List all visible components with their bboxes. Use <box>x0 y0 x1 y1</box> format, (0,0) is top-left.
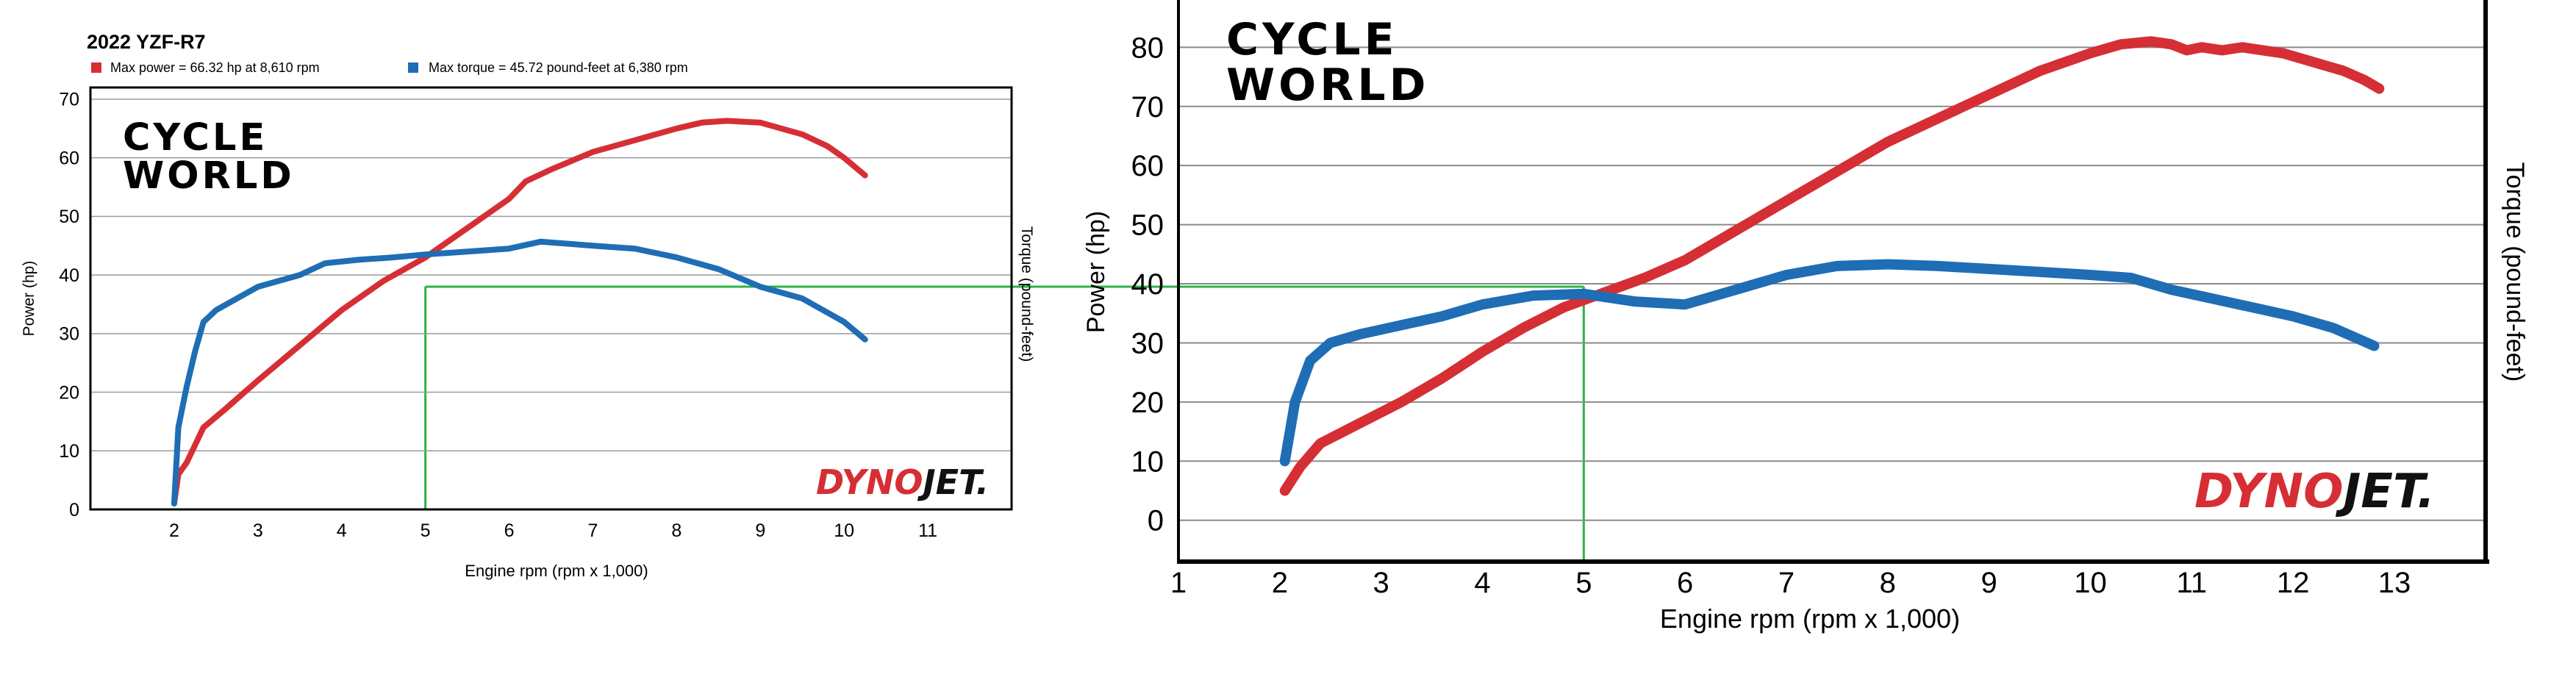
y-tick-label: 20 <box>1131 387 1164 419</box>
x-tick-label: 4 <box>337 520 347 541</box>
x-tick-label: 8 <box>671 520 681 541</box>
y-tick-label: 10 <box>59 441 79 462</box>
legend-torque-swatch <box>408 62 418 73</box>
y-tick-label: 50 <box>59 207 79 227</box>
x-tick-label: 13 <box>2378 567 2411 599</box>
y-axis-title: Power (hp) <box>1082 211 1110 333</box>
y-tick-label: 60 <box>1131 150 1164 182</box>
dynojet-logo: DYNOJET. <box>816 462 989 502</box>
y-tick-label: 60 <box>59 148 79 168</box>
x-tick-label: 11 <box>2177 567 2208 599</box>
x-tick-label: 2 <box>169 520 179 541</box>
y-axis-ticks: 0 10 20 30 40 50 60 70 80 <box>1131 32 1164 537</box>
x-tick-label: 10 <box>834 520 854 541</box>
plot-frame <box>89 86 1013 511</box>
data-series <box>171 118 868 506</box>
brand-logo-line-1: CYCLE <box>123 116 268 160</box>
reference-line-bridge <box>424 285 1585 562</box>
x-tick-label: 3 <box>253 520 263 541</box>
x-tick-label: 3 <box>1373 567 1389 599</box>
y-axis-title: Power (hp) <box>21 261 37 337</box>
y-tick-label: 40 <box>1131 268 1164 301</box>
legend-torque-label: Max torque = 45.72 pound-feet at 6,380 r… <box>429 60 688 75</box>
power-curve <box>171 118 868 506</box>
y-tick-label: 50 <box>1131 210 1164 242</box>
y-tick-label: 0 <box>1148 505 1164 537</box>
y-tick-label: 70 <box>59 90 79 110</box>
data-series <box>1279 36 2385 496</box>
x-tick-label: 6 <box>504 520 515 541</box>
x-axis-ticks: 1 2 3 4 5 6 7 8 9 10 11 12 13 <box>1170 567 2411 599</box>
dynojet-logo-part-3: . <box>2417 465 2435 519</box>
x-tick-label: 9 <box>755 520 765 541</box>
x-tick-label: 7 <box>1778 567 1795 599</box>
dynojet-logo-part-2: JET <box>917 462 985 502</box>
y2-axis-title: Torque (pound-feet) <box>1018 226 1035 362</box>
y-tick-label: 0 <box>69 500 79 520</box>
legend-power-swatch <box>91 62 101 73</box>
x-tick-label: 2 <box>1272 567 1288 599</box>
power-curve <box>1279 36 2385 496</box>
x-tick-label: 9 <box>1981 567 1997 599</box>
x-tick-label: 7 <box>588 520 598 541</box>
y-tick-label: 80 <box>1131 32 1164 64</box>
y-tick-label: 20 <box>59 382 79 403</box>
x-tick-label: 6 <box>1677 567 1693 599</box>
y-tick-label: 30 <box>59 324 79 345</box>
x-tick-label: 10 <box>2074 567 2107 599</box>
dynojet-logo-part-2: JET <box>2335 465 2428 519</box>
x-axis-title: Engine rpm (rpm x 1,000) <box>1660 604 1960 634</box>
dynojet-logo-part-1: DYNO <box>816 462 923 502</box>
dynojet-logo-part-1: DYNO <box>2194 465 2343 519</box>
x-tick-label: 5 <box>1575 567 1592 599</box>
left-dyno-chart: 2022 YZF-R7 Max power = 66.32 hp at 8,61… <box>21 31 1035 580</box>
x-tick-label: 1 <box>1170 567 1187 599</box>
x-tick-label: 8 <box>1880 567 1896 599</box>
x-axis-ticks: 2 3 4 5 6 7 8 9 10 11 <box>169 520 937 541</box>
brand-logo-line-1: CYCLE <box>1226 14 1398 65</box>
brand-logo-line-2: WORLD <box>1226 60 1429 111</box>
y-axis-ticks: 0 10 20 30 40 50 60 70 <box>59 90 79 520</box>
x-tick-label: 4 <box>1474 567 1490 599</box>
brand-logo-line-2: WORLD <box>123 154 295 198</box>
legend-power-label: Max power = 66.32 hp at 8,610 rpm <box>110 60 320 75</box>
y-tick-label: 70 <box>1131 91 1164 123</box>
torque-curve <box>1279 259 2380 467</box>
grid <box>1178 46 2486 521</box>
y-tick-label: 10 <box>1131 445 1164 478</box>
y2-axis-title: Torque (pound-feet) <box>2501 162 2529 382</box>
x-axis-title: Engine rpm (rpm x 1,000) <box>465 562 648 580</box>
y-tick-label: 30 <box>1131 327 1164 359</box>
y-tick-label: 40 <box>59 265 79 286</box>
dynojet-logo-part-3: . <box>976 462 989 502</box>
x-tick-label: 5 <box>421 520 431 541</box>
x-tick-label: 11 <box>918 520 937 541</box>
torque-curve <box>171 238 868 506</box>
dynojet-logo: DYNOJET. <box>2194 465 2435 519</box>
chart-title: 2022 YZF-R7 <box>87 31 206 53</box>
x-tick-label: 12 <box>2277 567 2310 599</box>
